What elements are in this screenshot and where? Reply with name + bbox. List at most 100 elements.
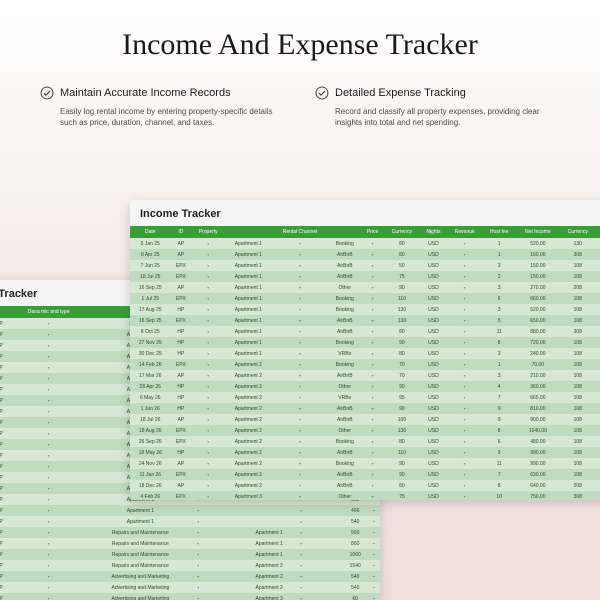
table-row[interactable]: 8 Apr 25APApartment 1AirBnB80USD1160.003… (130, 249, 600, 260)
table-cell: 360.00 (516, 381, 560, 392)
table-row[interactable]: 1 Jul 25EPXApartment 1Booking110USD6660.… (130, 293, 600, 304)
table-cell: EXP (0, 527, 10, 538)
table-row[interactable]: 24 Nov 26APApartment 2Booking90USD11990.… (130, 458, 600, 469)
table-row[interactable]: 6 May 26HPApartment 2VRBo95USD7665.00108… (130, 392, 600, 403)
table-cell: 8 (482, 337, 516, 348)
table-row[interactable]: 17 Mar 26APApartment 2AirBnB70USD3210.00… (130, 370, 600, 381)
table-cell: 990.00 (516, 458, 560, 469)
table-cell: 9 (482, 414, 516, 425)
table-row[interactable]: 8 Oct 25HPApartment 1AirBnB80USD11880.00… (130, 326, 600, 337)
table-row[interactable]: 18 Jul 25EPXApartment 1AirBnB75USD2150.0… (130, 271, 600, 282)
table-row[interactable]: 26 Sep 26EPXApartment 2Booking80USD6480.… (130, 436, 600, 447)
table-cell (447, 436, 483, 447)
table-cell: 8 Apr 25 (130, 249, 171, 260)
table-row[interactable]: 11 Jan 26EPXApartment 2AirBnB90USD7630.0… (130, 469, 600, 480)
table-header-cell: Rental Channel (271, 226, 328, 238)
table-cell: Apartment 1 (225, 348, 271, 359)
table-cell (203, 560, 242, 571)
table-cell: EXP (0, 483, 10, 494)
table-cell: − (368, 527, 380, 538)
table-row[interactable]: 4 May 26EXPAdvertising and MarketingApar… (0, 571, 380, 582)
table-cell (361, 469, 384, 480)
table-cell: 496.00 (596, 469, 600, 480)
table-cell: 416.00 (596, 238, 600, 249)
table-row[interactable]: 11 Jul 26EXPApartment 1466− (0, 505, 380, 516)
table-row[interactable]: 17 Aug 25HPApartment 1Booking130USD3520.… (130, 304, 600, 315)
table-cell: 17 Aug 25 (130, 304, 171, 315)
table-row[interactable]: 28 Apr 26HPApartment 2Other90USD4360.001… (130, 381, 600, 392)
table-row[interactable]: 18 May 26HPApartment 2AirBnB110USD9990.0… (130, 447, 600, 458)
table-cell (193, 549, 203, 560)
table-cell: AirBnB (328, 480, 361, 491)
table-cell: Apartment 1 (225, 293, 271, 304)
table-row[interactable]: 5 Dec 26EXPRepairs and MaintenanceApartm… (0, 527, 380, 538)
table-row[interactable]: 16 Sep 25APApartment 1Other90USD3270.002… (130, 282, 600, 293)
table-cell: VRBo (328, 348, 361, 359)
table-cell: AirBnB (328, 403, 361, 414)
table-cell (447, 414, 483, 425)
table-cell (10, 549, 88, 560)
table-cell: − (368, 582, 380, 593)
table-row[interactable]: 5 Feb 26EXPRepairs and MaintenanceApartm… (0, 538, 380, 549)
income-sheet-title: Income Tracker (130, 200, 600, 226)
table-cell (271, 249, 328, 260)
table-cell: 50 (384, 260, 420, 271)
table-row[interactable]: 7 Jun 25EPXApartment 1AirBnB50USD3150.00… (130, 260, 600, 271)
table-row[interactable]: 18 Jul 26EXPAdvertising and MarketingApa… (0, 593, 380, 600)
table-cell (271, 392, 328, 403)
table-cell: EXP (0, 516, 10, 527)
table-cell (361, 304, 384, 315)
table-cell (447, 392, 483, 403)
table-cell: Repairs and Maintenance (88, 560, 193, 571)
table-cell (10, 384, 88, 395)
table-cell (10, 439, 88, 450)
table-cell: − (368, 571, 380, 582)
table-cell: Booking (328, 238, 361, 249)
table-row[interactable]: 27 Nov 25HPApartment 1Booking90USD8720.0… (130, 337, 600, 348)
table-row[interactable]: 16 Sep 25EPXApartment 1AirBnB130USD5650.… (130, 315, 600, 326)
table-cell: 28 Apr 26 (130, 381, 171, 392)
table-cell: 208 (560, 480, 596, 491)
table-cell: 11 Jan 26 (130, 469, 171, 480)
table-row[interactable]: 5 Sep 26EXPApartment 1540− (0, 516, 380, 527)
table-row[interactable]: 18 Dec 26APApartment 2AirBnB80USD8640.00… (130, 480, 600, 491)
table-header-cell: Property (191, 226, 225, 238)
table-cell: 520.00 (516, 304, 560, 315)
table-cell: USD (420, 315, 447, 326)
table-row[interactable]: 4 Feb 26EPXApartment 3Other75USD10750.00… (130, 491, 600, 500)
table-cell (271, 348, 328, 359)
table-cell (191, 271, 225, 282)
table-cell (10, 450, 88, 461)
table-cell: 108 (560, 293, 596, 304)
table-cell (10, 461, 88, 472)
table-cell: EXP (0, 505, 10, 516)
table-cell (203, 582, 242, 593)
table-row[interactable]: 4 May 26EXPRepairs and MaintenanceApartm… (0, 560, 380, 571)
table-row[interactable]: 4 Feb 26EXPRepairs and MaintenanceApartm… (0, 549, 380, 560)
table-cell (447, 271, 483, 282)
table-cell: 665.00 (516, 392, 560, 403)
table-cell: 720.00 (516, 337, 560, 348)
table-row[interactable]: 18 Aug 26EPXApartment 2Other130USD81040.… (130, 425, 600, 436)
table-cell (447, 491, 483, 500)
table-row[interactable]: 30 Dec 25HPApartment 1VRBo80USD3240.0010… (130, 348, 600, 359)
table-row[interactable]: 1 Jun 26HPApartment 2AirBnB90USD9810.001… (130, 403, 600, 414)
table-cell (447, 348, 483, 359)
table-cell: 18 Dec 26 (130, 480, 171, 491)
table-cell (361, 381, 384, 392)
table-cell: Apartment 2 (225, 425, 271, 436)
table-row[interactable]: 11 Jul 26EXPAdvertising and MarketingApa… (0, 582, 380, 593)
table-row[interactable]: 18 Jul 26APApartment 2AirBnB100USD9900.0… (130, 414, 600, 425)
table-cell: USD (420, 425, 447, 436)
table-cell (191, 480, 225, 491)
table-cell: AirBnB (328, 370, 361, 381)
table-cell: 70 (384, 359, 420, 370)
table-cell (361, 315, 384, 326)
table-cell (191, 348, 225, 359)
table-row[interactable]: 14 Feb 26EPXApartment 2Booking70USD170.0… (130, 359, 600, 370)
table-row[interactable]: 5 Jan 25APApartment 1Booking80USD1520.00… (130, 238, 600, 249)
table-cell: 496.00 (596, 403, 600, 414)
table-cell (296, 527, 306, 538)
table-cell: EXP (0, 593, 10, 600)
table-cell (271, 260, 328, 271)
